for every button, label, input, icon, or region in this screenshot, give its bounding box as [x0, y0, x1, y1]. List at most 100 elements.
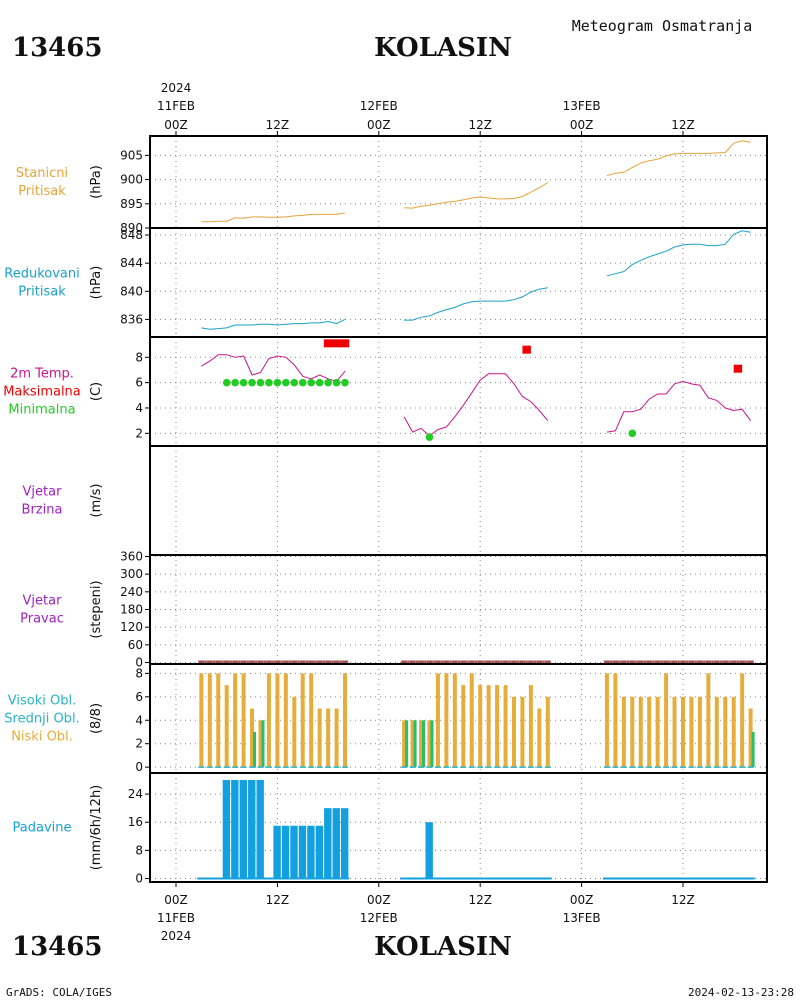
cloud-low-bar [621, 696, 626, 768]
cloud-low-bar [655, 696, 660, 768]
cloud-low-bar [706, 673, 711, 768]
panel-frame [149, 227, 768, 338]
y-tick-label: 2 [135, 426, 143, 440]
series-line [201, 318, 346, 330]
cloud-low-bar [258, 720, 263, 768]
panel-frame [149, 336, 768, 447]
time-tick-top: 00Z [367, 118, 391, 132]
cloud-low-bar [309, 673, 314, 768]
cloud-low-bar [461, 685, 466, 768]
tmin-marker [256, 378, 265, 387]
date-label-bottom: 11FEB [157, 911, 195, 925]
date-label-bottom: 12FEB [360, 911, 398, 925]
tmin-marker [315, 378, 324, 387]
date-label-top: 12FEB [360, 99, 398, 113]
panel-unit-label: (m/s) [89, 484, 104, 518]
footer-right: 2024-02-13-23:28 [688, 986, 794, 999]
cloud-mid-bar [413, 720, 417, 768]
cloud-low-bar [419, 720, 424, 768]
cloud-low-bar [495, 685, 500, 768]
y-tick-label: 120 [120, 620, 143, 634]
panel-label: Visoki Obl. [8, 694, 76, 709]
precip-bar [307, 825, 315, 879]
time-tick-bottom: 12Z [671, 893, 695, 907]
cloud-low-bar [697, 696, 702, 768]
y-tick-label: 300 [120, 567, 143, 581]
tmin-marker [324, 378, 332, 387]
cloud-mid-bar [405, 720, 409, 768]
station-name-bottom: KOLASIN [374, 932, 512, 962]
tmin-marker [307, 378, 316, 387]
panel-frame [149, 554, 768, 665]
y-tick-label: 836 [120, 312, 143, 326]
cloud-low-bar [469, 673, 474, 768]
panel-unit-label: (stepeni) [89, 580, 104, 638]
panel-label: Pritisak [18, 184, 66, 199]
cloud-low-bar [681, 696, 685, 768]
precip-bar [315, 825, 324, 879]
panel-2: 2 4 6 8 (C) 2m Temp. Maksimalna Minimalna [3, 336, 768, 447]
panel-label: Srednji Obl. [4, 712, 79, 727]
panel-unit-label: (hPa) [89, 165, 104, 199]
meteogram-title: Meteogram Osmatranja [572, 17, 753, 35]
precip-bar [222, 780, 231, 879]
series-line [606, 140, 751, 177]
cloud-low-bar [224, 685, 229, 768]
y-tick-label: 0 [135, 656, 143, 670]
tmin-marker [239, 378, 248, 387]
cloud-low-bar [444, 673, 449, 768]
tmin-marker [298, 378, 307, 387]
cloud-low-bar [604, 673, 609, 768]
panel-label: Minimalna [8, 403, 75, 418]
panel-unit-label: (hPa) [89, 266, 104, 300]
tmax-marker [323, 339, 350, 348]
panel-label: Maksimalna [3, 385, 81, 400]
year-label-bottom: 2024 [161, 929, 192, 943]
y-tick-label: 24 [128, 787, 143, 801]
tmin-marker [282, 378, 290, 387]
cloud-low-bar [427, 720, 432, 768]
y-tick-label: 900 [120, 173, 143, 187]
time-tick-bottom: 00Z [367, 893, 391, 907]
panel-label: Niski Obl. [11, 730, 73, 745]
cloud-low-bar [402, 720, 407, 768]
wind-dir-calm [604, 660, 753, 665]
precip-bar [281, 825, 290, 879]
panel-frame [149, 135, 768, 229]
tmin-marker [248, 378, 256, 387]
cloud-low-bar [266, 673, 271, 768]
cloud-low-bar [723, 696, 728, 768]
date-label-top: 13FEB [563, 99, 601, 113]
y-tick-label: 4 [135, 401, 143, 415]
y-tick-label: 8 [135, 350, 143, 364]
y-tick-label: 16 [128, 815, 143, 829]
y-tick-label: 844 [120, 256, 143, 270]
tmin-marker [265, 378, 273, 387]
cloud-low-bar [537, 708, 542, 768]
cloud-low-bar [731, 696, 736, 768]
precip-bar [248, 780, 256, 879]
panel-unit-label: (mm/6h/12h) [89, 785, 104, 871]
panel-4: 0 60 120 180 240 300 360 (stepeni) Vjetar Pravac [20, 549, 768, 670]
cloud-low-bar [275, 673, 280, 768]
cloud-low-bar [613, 673, 618, 768]
panel-label: Pritisak [18, 285, 66, 300]
panel-unit-label: (8/8) [89, 703, 104, 734]
date-label-top: 11FEB [157, 99, 195, 113]
series-line [606, 230, 751, 277]
y-tick-label: 60 [128, 638, 143, 652]
panel-frame [149, 445, 768, 556]
y-tick-label: 6 [135, 376, 143, 390]
cloud-low-bar [630, 696, 635, 768]
precip-bar [231, 780, 239, 879]
tmin-marker [290, 378, 299, 387]
cloud-low-bar [452, 673, 457, 768]
panel-unit-label: (C) [89, 382, 104, 401]
tmin-marker [425, 433, 434, 441]
cloud-low-bar [714, 696, 719, 768]
time-tick-top: 12Z [468, 118, 492, 132]
panel-label: Redukovani [4, 267, 79, 282]
panel-label: Vjetar [23, 594, 63, 609]
